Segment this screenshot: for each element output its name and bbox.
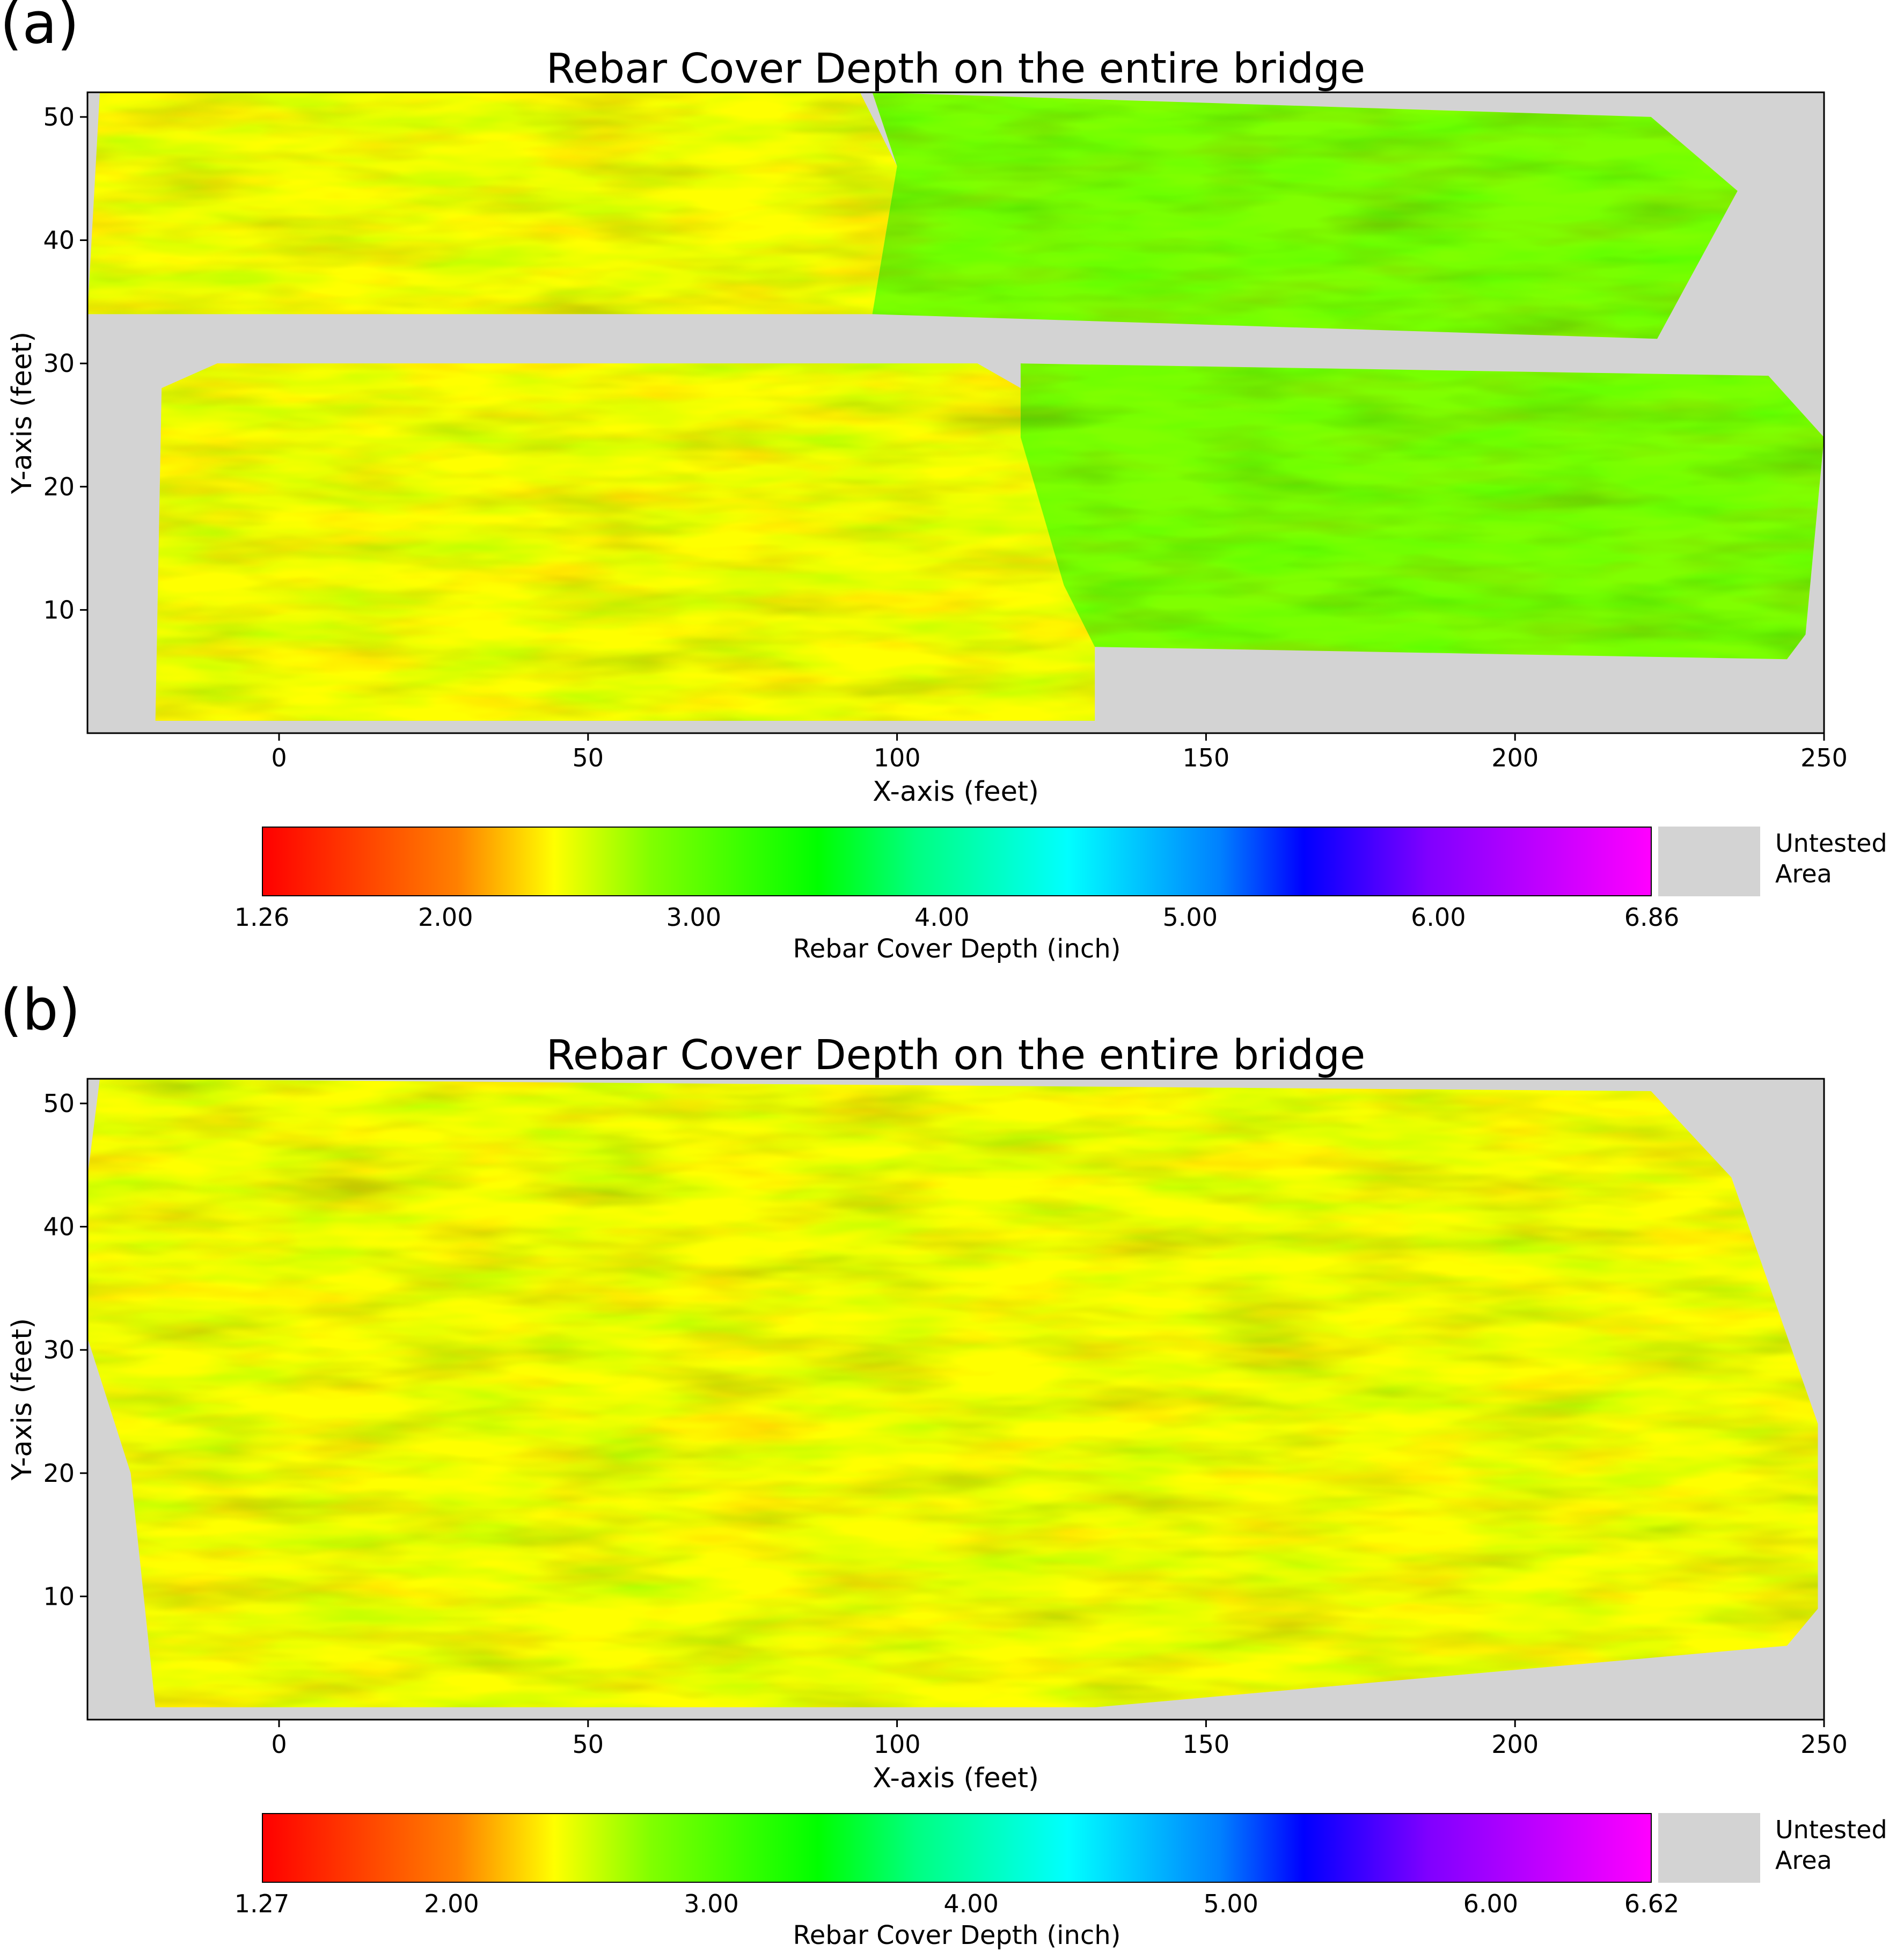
tested-region-1	[87, 1079, 1818, 1708]
x-tick-label: 250	[1800, 743, 1848, 772]
panel-label: (a)	[0, 0, 79, 56]
x-tick-label: 0	[271, 1730, 287, 1759]
colorbar-tick-label: 5.00	[1162, 903, 1218, 932]
y-axis-label: Y-axis (feet)	[6, 1318, 38, 1481]
untested-area-label: Untested Area	[1775, 829, 1887, 888]
plot-frame	[86, 91, 1825, 734]
panel-label: (b)	[0, 977, 80, 1043]
y-tick-label: 40	[43, 1212, 75, 1241]
tested-region-4	[1020, 363, 1824, 660]
y-tick-label: 50	[43, 1089, 75, 1118]
x-tick-label: 150	[1182, 743, 1229, 772]
panel-b: (b) Rebar Cover Depth on the entire brid…	[0, 977, 1904, 1959]
x-axis-label: X-axis (feet)	[873, 776, 1039, 808]
y-tick-label: 10	[43, 595, 75, 624]
y-tick-label: 30	[43, 1335, 75, 1364]
colorbar-tick-label: 6.62	[1624, 1889, 1680, 1918]
untested-area-swatch	[1658, 827, 1760, 896]
colorbar	[262, 1813, 1652, 1883]
colorbar-tick-label: 6.86	[1624, 903, 1680, 932]
y-tick-label: 20	[43, 1459, 75, 1488]
colorbar-tick-label: 2.00	[418, 903, 473, 932]
y-tick-label: 50	[43, 103, 75, 131]
colorbar-tick-label: 1.27	[234, 1889, 290, 1918]
y-tick-label: 40	[43, 226, 75, 255]
untested-area-label: Untested Area	[1775, 1815, 1887, 1875]
colorbar-tick-label: 4.00	[943, 1889, 999, 1918]
colorbar-tick-label: 1.26	[234, 903, 290, 932]
heatmap-plot: 0 50 100 150 200 250 10 20 30 40 50 X-axis (feet) Y-…	[6, 1078, 1848, 1794]
chart-title: Rebar Cover Depth on the entire bridge	[546, 45, 1366, 93]
x-tick-label: 200	[1491, 1730, 1539, 1759]
x-tick-label: 50	[573, 1730, 604, 1759]
colorbar-tick-label: 6.00	[1411, 903, 1466, 932]
y-tick-label: 10	[43, 1582, 75, 1611]
colorbar-tick-label: 5.00	[1203, 1889, 1258, 1918]
x-tick-label: 200	[1491, 743, 1539, 772]
colorbar	[262, 827, 1652, 896]
colorbar-label: Rebar Cover Depth (inch)	[793, 934, 1121, 964]
x-tick-label: 150	[1182, 1730, 1229, 1759]
colorbar-tick-label: 6.00	[1463, 1889, 1519, 1918]
tested-region-3	[155, 363, 1095, 721]
y-tick-label: 20	[43, 472, 75, 501]
x-tick-label: 100	[874, 743, 921, 772]
x-axis-label: X-axis (feet)	[873, 1763, 1039, 1794]
untested-area-swatch	[1658, 1813, 1760, 1883]
tested-region-1	[87, 92, 897, 315]
x-tick-label: 250	[1800, 1730, 1848, 1759]
panel-a: (a) Rebar Cover Depth on the entire brid…	[0, 0, 1887, 964]
x-tick-label: 0	[271, 743, 287, 772]
colorbar-tick-label: 2.00	[424, 1889, 479, 1918]
y-tick-label: 30	[43, 349, 75, 378]
x-tick-label: 100	[874, 1730, 921, 1759]
colorbar-tick-label: 3.00	[684, 1889, 739, 1918]
y-axis-label: Y-axis (feet)	[6, 332, 38, 494]
x-tick-label: 50	[573, 743, 604, 772]
colorbar-tick-label: 4.00	[914, 903, 970, 932]
heatmap-plot: 0 50 100 150 200 250 10 20 30 40 50 X-axis (feet) Y-…	[6, 91, 1848, 808]
tested-region-2	[872, 92, 1738, 339]
chart-title: Rebar Cover Depth on the entire bridge	[546, 1032, 1366, 1079]
plot-frame	[86, 1078, 1825, 1721]
colorbar-tick-label: 3.00	[666, 903, 721, 932]
colorbar-label: Rebar Cover Depth (inch)	[793, 1920, 1121, 1950]
